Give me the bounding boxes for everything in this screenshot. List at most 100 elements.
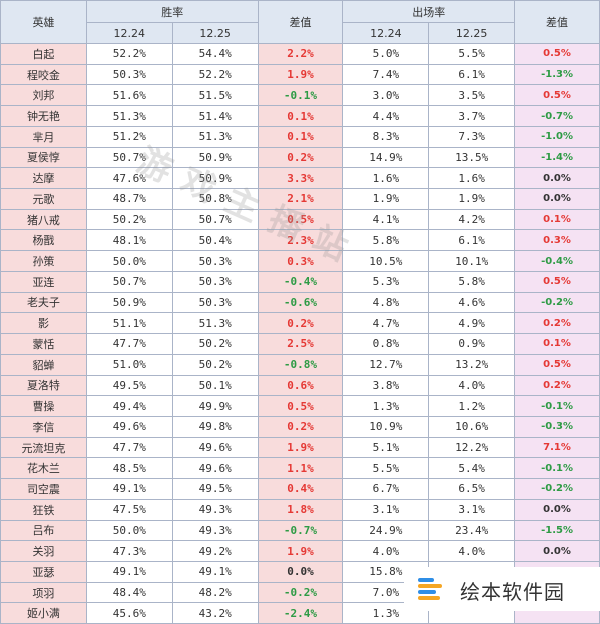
hero-name: 白起 — [0, 43, 87, 65]
winrate-diff: 0.1% — [257, 105, 344, 127]
pickrate-1224: 14.9% — [342, 146, 430, 169]
pickrate-diff: -1.4% — [514, 146, 600, 169]
pickrate-diff: -0.1% — [514, 457, 600, 480]
hero-name: 猪八戒 — [0, 208, 87, 231]
winrate-1224: 47.5% — [85, 498, 173, 521]
hero-name: 芈月 — [0, 125, 87, 148]
site-logo: 绘本软件园 — [404, 567, 600, 611]
winrate-diff: 0.2% — [257, 146, 344, 169]
winrate-1225: 51.3% — [171, 125, 259, 148]
winrate-diff: 3.3% — [257, 167, 344, 190]
winrate-1224: 51.6% — [85, 84, 173, 107]
pickrate-1225: 13.5% — [428, 146, 516, 169]
winrate-diff: 0.3% — [257, 250, 344, 272]
winrate-diff: -0.2% — [257, 581, 344, 604]
pickrate-1224: 1.9% — [342, 188, 430, 210]
winrate-1224: 47.7% — [85, 333, 173, 355]
table-row: 曹操 49.4% 49.9% 0.5% 1.3% 1.2% -0.1% — [0, 395, 600, 417]
winrate-1225: 50.3% — [171, 291, 259, 314]
pickrate-1224: 10.5% — [342, 250, 430, 272]
winrate-1225: 49.3% — [171, 519, 259, 542]
winrate-1225: 49.6% — [171, 436, 259, 459]
winrate-1225: 43.2% — [171, 602, 259, 624]
pickrate-diff: -0.2% — [514, 478, 600, 500]
winrate-1224: 50.9% — [85, 291, 173, 314]
winrate-1225: 50.2% — [171, 353, 259, 376]
pickrate-1225: 12.2% — [428, 436, 516, 459]
hero-name: 程咬金 — [0, 63, 87, 86]
winrate-diff: 0.4% — [257, 478, 344, 500]
winrate-1225: 54.4% — [171, 43, 259, 65]
logo-icon — [418, 578, 446, 600]
pickrate-1225: 6.1% — [428, 229, 516, 252]
winrate-1225: 49.5% — [171, 478, 259, 500]
winrate-1225: 48.2% — [171, 581, 259, 604]
winrate-1224: 50.3% — [85, 63, 173, 86]
winrate-diff: 1.9% — [257, 436, 344, 459]
pickrate-1224: 3.8% — [342, 374, 430, 397]
pickrate-1225: 6.5% — [428, 478, 516, 500]
table-row: 老夫子 50.9% 50.3% -0.6% 4.8% 4.6% -0.2% — [0, 291, 600, 314]
pickrate-1225: 1.2% — [428, 395, 516, 417]
winrate-diff: -0.7% — [257, 519, 344, 542]
winrate-diff: 2.5% — [257, 333, 344, 355]
table-row: 程咬金 50.3% 52.2% 1.9% 7.4% 6.1% -1.3% — [0, 63, 600, 86]
hero-name: 狂铁 — [0, 498, 87, 521]
table-row: 花木兰 48.5% 49.6% 1.1% 5.5% 5.4% -0.1% — [0, 457, 600, 480]
pickrate-1225: 4.0% — [428, 374, 516, 397]
pickrate-1225: 23.4% — [428, 519, 516, 542]
winrate-1225: 49.6% — [171, 457, 259, 480]
header-pickrate: 出场率 — [342, 0, 516, 23]
logo-text: 绘本软件园 — [460, 580, 565, 604]
pickrate-1225: 4.2% — [428, 208, 516, 231]
hero-name: 钟无艳 — [0, 105, 87, 127]
winrate-1225: 49.9% — [171, 395, 259, 417]
pickrate-1225: 0.9% — [428, 333, 516, 355]
pickrate-diff: 7.1% — [514, 436, 600, 459]
table-row: 达摩 47.6% 50.9% 3.3% 1.6% 1.6% 0.0% — [0, 167, 600, 190]
table-row: 司空震 49.1% 49.5% 0.4% 6.7% 6.5% -0.2% — [0, 478, 600, 500]
pickrate-1224: 0.8% — [342, 333, 430, 355]
header-winrate: 胜率 — [85, 0, 259, 23]
pickrate-diff: -0.1% — [514, 395, 600, 417]
pickrate-diff: -0.4% — [514, 250, 600, 272]
winrate-diff: 2.2% — [257, 43, 344, 65]
hero-name: 貂蝉 — [0, 353, 87, 376]
table-row: 孙策 50.0% 50.3% 0.3% 10.5% 10.1% -0.4% — [0, 250, 600, 272]
pickrate-diff: -1.3% — [514, 63, 600, 86]
pickrate-diff: 0.2% — [514, 374, 600, 397]
winrate-diff: -0.8% — [257, 353, 344, 376]
winrate-diff: 1.8% — [257, 498, 344, 521]
pickrate-1225: 5.4% — [428, 457, 516, 480]
winrate-1224: 50.7% — [85, 270, 173, 293]
table-row: 猪八戒 50.2% 50.7% 0.5% 4.1% 4.2% 0.1% — [0, 208, 600, 231]
pickrate-diff: 0.1% — [514, 333, 600, 355]
winrate-1224: 51.1% — [85, 312, 173, 335]
winrate-1224: 51.0% — [85, 353, 173, 376]
winrate-1225: 50.2% — [171, 333, 259, 355]
pickrate-diff: 0.5% — [514, 353, 600, 376]
winrate-1225: 50.3% — [171, 250, 259, 272]
winrate-1225: 51.3% — [171, 312, 259, 335]
pickrate-diff: 0.2% — [514, 312, 600, 335]
winrate-diff: 0.6% — [257, 374, 344, 397]
pickrate-diff: 0.5% — [514, 84, 600, 107]
pickrate-1224: 4.8% — [342, 291, 430, 314]
pickrate-1225: 3.5% — [428, 84, 516, 107]
pickrate-diff: -0.2% — [514, 291, 600, 314]
winrate-diff: 1.9% — [257, 540, 344, 562]
pickrate-1224: 4.0% — [342, 540, 430, 562]
winrate-1224: 48.7% — [85, 188, 173, 210]
pickrate-1224: 8.3% — [342, 125, 430, 148]
winrate-1224: 50.7% — [85, 146, 173, 169]
table-row: 夏洛特 49.5% 50.1% 0.6% 3.8% 4.0% 0.2% — [0, 374, 600, 397]
pickrate-1225: 7.3% — [428, 125, 516, 148]
pickrate-diff: -0.7% — [514, 105, 600, 127]
table-row: 白起 52.2% 54.4% 2.2% 5.0% 5.5% 0.5% — [0, 43, 600, 65]
winrate-1224: 49.1% — [85, 560, 173, 583]
hero-name: 影 — [0, 312, 87, 335]
table-row: 吕布 50.0% 49.3% -0.7% 24.9% 23.4% -1.5% — [0, 519, 600, 542]
hero-name: 项羽 — [0, 581, 87, 604]
winrate-1225: 50.1% — [171, 374, 259, 397]
